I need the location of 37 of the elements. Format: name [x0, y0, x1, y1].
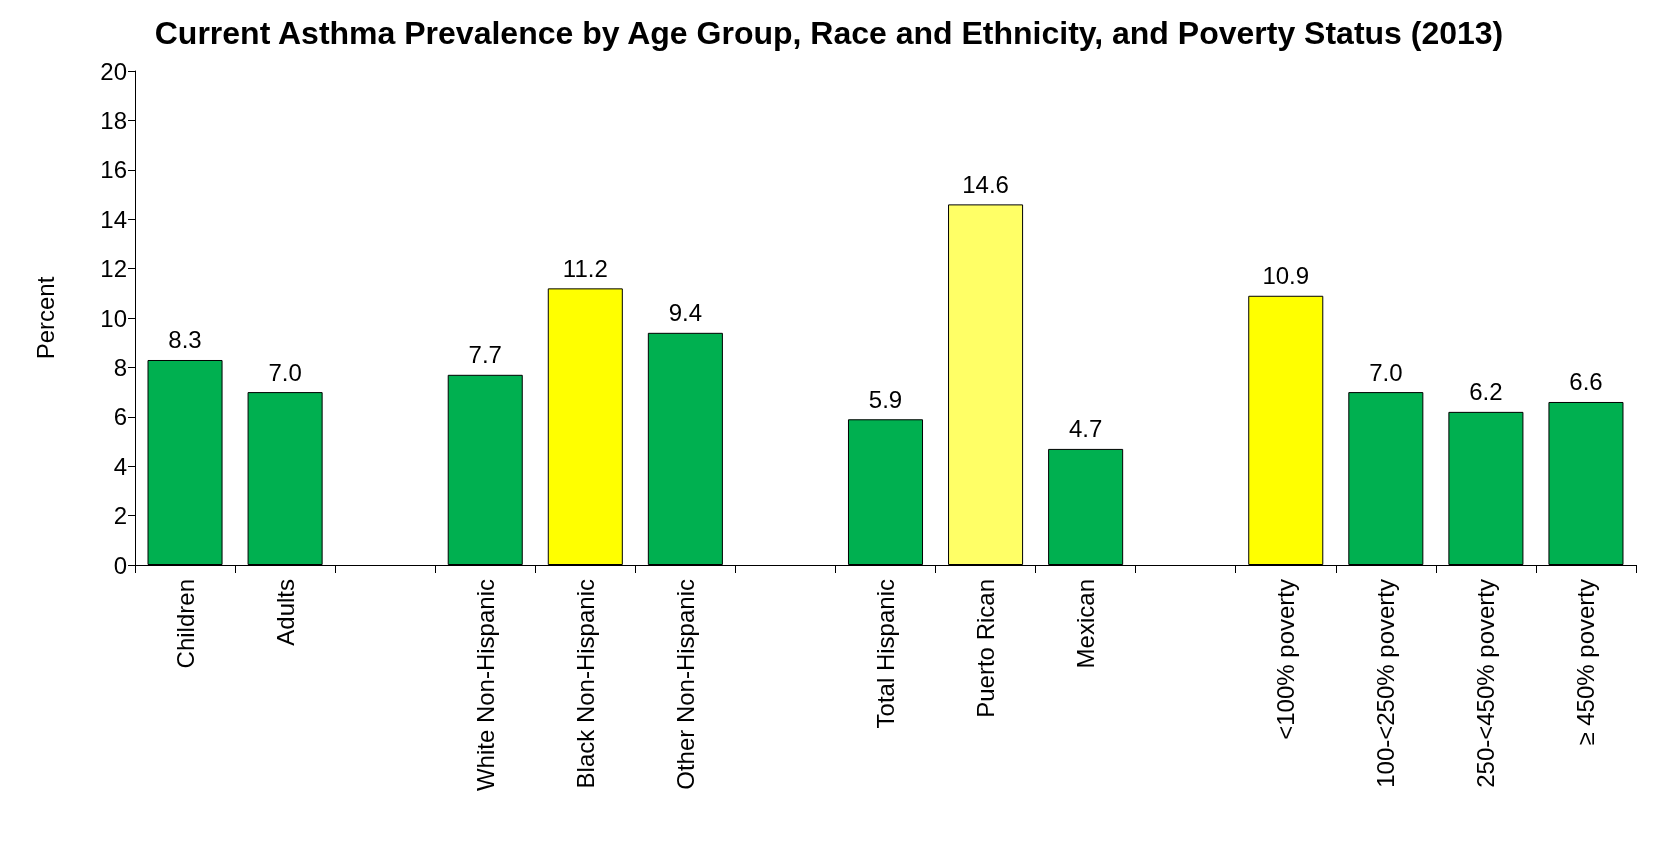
x-tick-label: Total Hispanic [872, 579, 899, 729]
x-tick-label: Children [171, 579, 199, 669]
y-tick-label: 8 [113, 353, 127, 381]
data-label: 10.9 [1262, 262, 1310, 290]
chart-title: Current Asthma Prevalence by Age Group, Race and Ethnicity, and Poverty Status (2013) [154, 15, 1504, 51]
y-tick-label: 0 [113, 551, 127, 579]
data-label: 14.6 [962, 170, 1009, 198]
data-label: 7.0 [268, 358, 302, 386]
x-tick-label: Adults [271, 579, 299, 646]
data-label: 9.4 [668, 299, 703, 327]
y-tick-label: 14 [100, 205, 127, 233]
data-label: 8.3 [168, 326, 202, 354]
x-tick-label: <100% poverty [1272, 579, 1300, 740]
x-tick-label: 100-<250% poverty [1372, 579, 1400, 788]
x-tick-label: Black Non-Hispanic [571, 579, 599, 789]
x-tick-label: 250-<450% poverty [1472, 579, 1500, 788]
x-tick-label: Mexican [1072, 579, 1100, 669]
data-label: 4.7 [1068, 415, 1103, 443]
y-tick-label: 4 [113, 452, 127, 480]
y-tick-label: 10 [100, 304, 127, 332]
y-tick-label: 20 [100, 57, 127, 85]
x-tick-label: ≥ 450% poverty [1572, 579, 1600, 746]
y-tick-label: 6 [113, 403, 127, 431]
data-label: 7.0 [1369, 358, 1403, 386]
data-label: 11.2 [562, 254, 608, 282]
y-tick-label: 16 [100, 156, 127, 184]
y-tick-label: 12 [100, 255, 127, 283]
data-label: 6.2 [1469, 378, 1503, 406]
data-label: 7.7 [468, 341, 502, 369]
data-label: 5.9 [868, 385, 903, 413]
x-tick-label: Puerto Rican [972, 579, 1000, 718]
x-tick-label: Other Non-Hispanic [671, 579, 699, 790]
x-tick-label: White Non-Hispanic [471, 579, 499, 792]
y-tick-label: 2 [113, 502, 127, 530]
y-tick-label: 18 [100, 106, 127, 134]
y-axis-title: Percent [31, 276, 59, 360]
data-label: 6.6 [1569, 368, 1603, 396]
